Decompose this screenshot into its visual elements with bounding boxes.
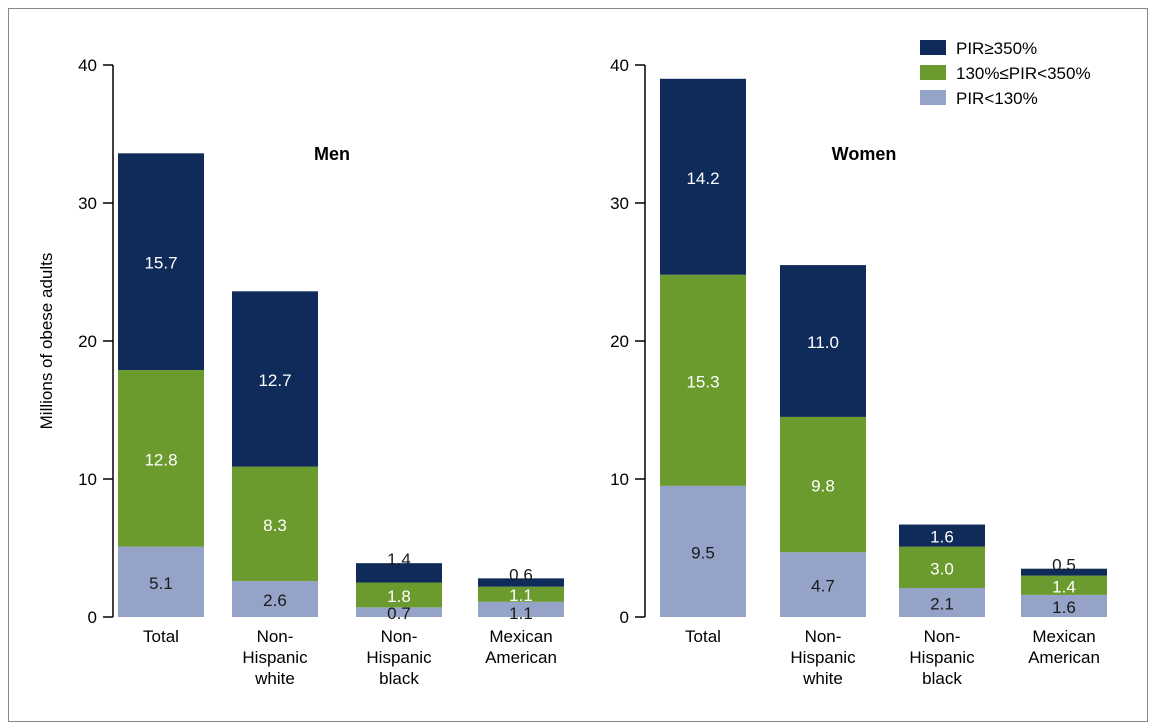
x-category-label: Hispanic — [909, 648, 975, 667]
bar-value-label: 11.0 — [807, 333, 839, 352]
bar-value-label: 1.1 — [509, 586, 533, 605]
legend-label: PIR≥350% — [956, 39, 1037, 58]
bar-value-label: 1.1 — [509, 604, 533, 623]
x-category-label: Non- — [257, 627, 294, 646]
bar-value-label: 3.0 — [930, 559, 954, 578]
bar-segment — [899, 546, 985, 589]
y-tick-label: 0 — [620, 608, 629, 627]
bar-value-label: 9.5 — [691, 543, 715, 562]
bar-segment — [899, 588, 985, 617]
bar-value-label: 0.6 — [509, 565, 533, 584]
x-category-label: Total — [685, 627, 721, 646]
x-category-label: Non- — [381, 627, 418, 646]
bar-segment — [356, 607, 442, 617]
legend-swatch — [920, 65, 946, 80]
bar-value-label: 0.7 — [387, 604, 411, 623]
bar-segment — [1021, 575, 1107, 595]
bar-value-label: 1.6 — [930, 528, 954, 547]
bar-segment — [118, 369, 204, 547]
bar-segment — [660, 485, 746, 617]
bar-segment — [478, 578, 564, 587]
x-category-label: white — [802, 669, 843, 688]
bar-segment — [118, 153, 204, 370]
panel-title: Women — [832, 144, 897, 164]
x-category-label: Hispanic — [366, 648, 432, 667]
y-tick-label: 40 — [78, 56, 97, 75]
x-category-label: Mexican — [1032, 627, 1095, 646]
x-category-label: black — [379, 669, 419, 688]
bar-value-label: 14.2 — [686, 169, 719, 188]
x-category-label: Non- — [924, 627, 961, 646]
legend-label: 130%≤PIR<350% — [956, 64, 1091, 83]
bar-segment — [899, 524, 985, 547]
legend-swatch — [920, 90, 946, 105]
bar-segment — [780, 552, 866, 617]
bar-value-label: 2.1 — [930, 595, 954, 614]
bar-value-label: 8.3 — [263, 516, 287, 535]
bar-segment — [660, 78, 746, 275]
y-tick-label: 10 — [78, 470, 97, 489]
bar-segment — [478, 586, 564, 602]
bar-value-label: 15.3 — [686, 372, 719, 391]
bar-segment — [118, 546, 204, 617]
bar-value-label: 0.5 — [1052, 556, 1076, 575]
x-category-label: white — [254, 669, 295, 688]
bar-value-label: 1.4 — [1052, 577, 1076, 596]
panel-title: Men — [314, 144, 350, 164]
y-tick-label: 0 — [88, 608, 97, 627]
x-category-label: Total — [143, 627, 179, 646]
legend-label: PIR<130% — [956, 89, 1038, 108]
bar-value-label: 1.4 — [387, 550, 411, 569]
y-axis-title: Millions of obese adults — [37, 253, 56, 430]
bar-value-label: 1.8 — [387, 587, 411, 606]
bar-value-label: 12.7 — [258, 371, 291, 390]
x-category-label: Hispanic — [242, 648, 308, 667]
y-tick-label: 20 — [78, 332, 97, 351]
bar-segment — [780, 416, 866, 553]
x-category-label: American — [485, 648, 557, 667]
x-category-label: Non- — [805, 627, 842, 646]
bar-segment — [232, 466, 318, 582]
bar-segment — [660, 274, 746, 486]
bar-value-label: 4.7 — [811, 577, 835, 596]
y-tick-label: 40 — [610, 56, 629, 75]
bar-segment — [780, 265, 866, 417]
bar-value-label: 15.7 — [144, 254, 177, 273]
bar-value-label: 9.8 — [811, 477, 835, 496]
legend-swatch — [920, 40, 946, 55]
bar-segment — [1021, 594, 1107, 617]
bar-segment — [478, 601, 564, 617]
bar-segment — [232, 581, 318, 617]
bar-segment — [356, 563, 442, 583]
bar-segment — [1021, 568, 1107, 576]
x-category-label: black — [922, 669, 962, 688]
bar-segment — [232, 291, 318, 467]
bar-segment — [356, 582, 442, 608]
y-tick-label: 20 — [610, 332, 629, 351]
bar-value-label: 1.6 — [1052, 598, 1076, 617]
y-tick-label: 30 — [610, 194, 629, 213]
y-tick-label: 10 — [610, 470, 629, 489]
bar-value-label: 5.1 — [149, 574, 173, 593]
y-tick-label: 30 — [78, 194, 97, 213]
x-category-label: Mexican — [489, 627, 552, 646]
bar-value-label: 12.8 — [144, 450, 177, 469]
x-category-label: Hispanic — [790, 648, 856, 667]
x-category-label: American — [1028, 648, 1100, 667]
bar-value-label: 2.6 — [263, 591, 287, 610]
